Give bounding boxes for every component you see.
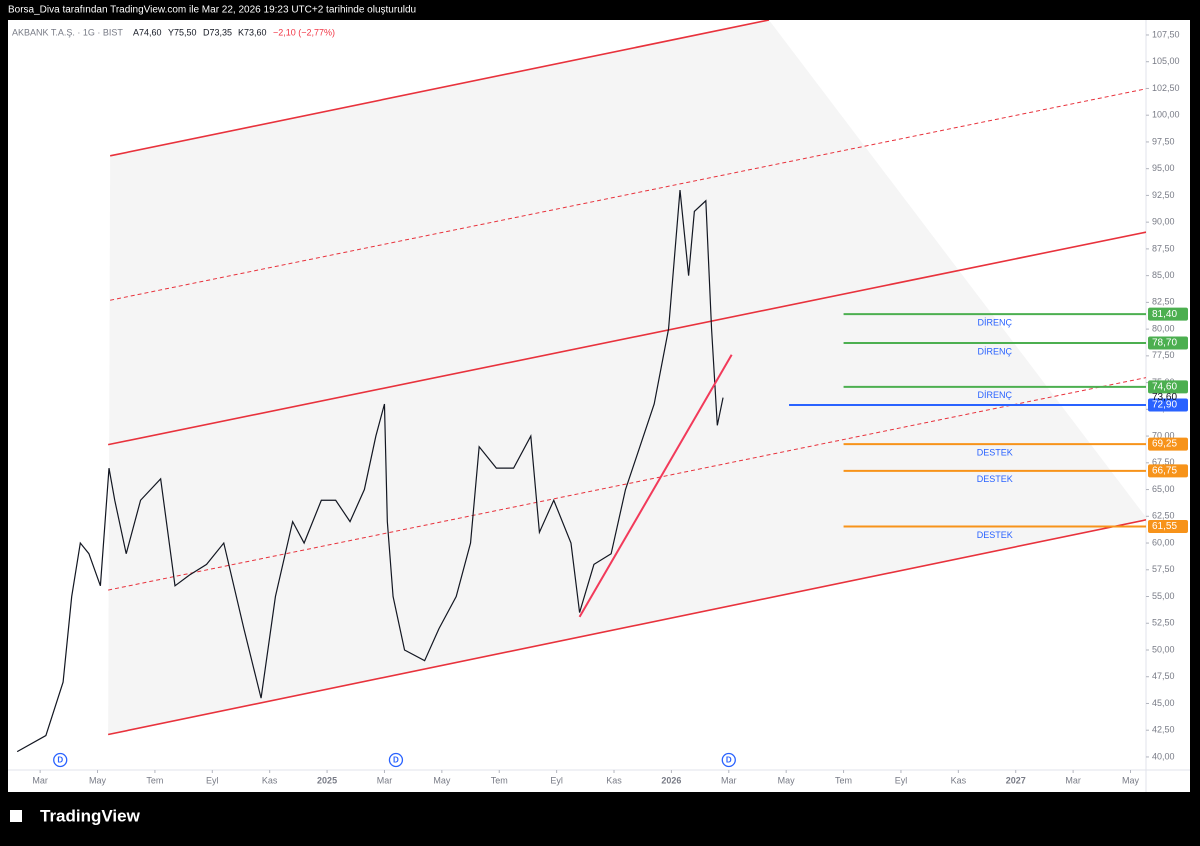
logo-text: TradingView	[40, 806, 141, 825]
change: −2,10 (−2,77%)	[273, 27, 335, 37]
x-tick-label: May	[433, 775, 451, 785]
level-name: DESTEK	[977, 530, 1013, 540]
last-price-label: 73,60	[1152, 392, 1177, 403]
price-tag-label: 81,40	[1152, 309, 1177, 320]
y-tick-label: 80,00	[1152, 323, 1175, 333]
price-tag	[1148, 307, 1188, 321]
price-tag-label: 66,75	[1152, 465, 1177, 476]
channel-line	[107, 519, 1146, 736]
level-name: DİRENÇ	[978, 390, 1013, 400]
channel-line	[110, 88, 1146, 301]
logo-mark	[10, 810, 22, 822]
price-tag	[1148, 464, 1188, 478]
price-line	[16, 190, 724, 753]
y-tick-label: 87,50	[1152, 243, 1175, 253]
x-tick-label: May	[1122, 775, 1140, 785]
y-tick-label: 85,00	[1152, 270, 1175, 280]
y-tick-label: 92,50	[1152, 190, 1175, 200]
y-tick-label: 82,50	[1152, 297, 1175, 307]
y-tick-label: 52,50	[1152, 618, 1175, 628]
y-tick-label: 62,50	[1152, 511, 1175, 521]
x-tick-label: Kas	[606, 775, 622, 785]
level-name: DESTEK	[977, 447, 1013, 457]
price-tag-label: 74,60	[1152, 382, 1177, 393]
y-tick-label: 45,00	[1152, 698, 1175, 708]
price-tag	[1148, 380, 1188, 394]
channel-line	[107, 231, 1146, 446]
y-tick-label: 42,50	[1152, 725, 1175, 735]
x-tick-label: Eyl	[206, 775, 219, 785]
symbol: AKBANK T.A.Ş. · 1G · BIST	[12, 27, 123, 37]
price-tag-label: 69,25	[1152, 439, 1177, 450]
dividend-label: D	[57, 756, 63, 765]
y-tick-label: 100,00	[1152, 110, 1180, 120]
ohlc-high: Y75,50	[168, 27, 197, 37]
legend: AKBANK T.A.Ş. · 1G · BIST A74,60 Y75,50 …	[12, 27, 335, 37]
y-tick-label: 97,50	[1152, 136, 1175, 146]
price-tag	[1148, 398, 1188, 412]
dividend-label: D	[393, 756, 399, 765]
header: Borsa_Diva tarafından TradingView.com il…	[8, 5, 416, 16]
price-tag-label: 78,70	[1152, 338, 1177, 349]
x-tick-label: Kas	[262, 775, 278, 785]
logo: TradingView	[10, 806, 141, 825]
trendline	[578, 354, 733, 618]
y-tick-label: 105,00	[1152, 56, 1180, 66]
x-tick-label: Eyl	[895, 775, 908, 785]
y-tick-label: 57,50	[1152, 564, 1175, 574]
y-tick-label: 50,00	[1152, 644, 1175, 654]
x-tick-label: May	[778, 775, 796, 785]
x-tick-label: Tem	[835, 775, 852, 785]
y-tick-label: 47,50	[1152, 671, 1175, 681]
level-name: DİRENÇ	[978, 346, 1013, 356]
channel-fill	[108, 20, 1146, 735]
y-tick-label: 77,50	[1152, 350, 1175, 360]
price-tag	[1148, 519, 1188, 533]
x-tick-label: Mar	[721, 775, 737, 785]
x-tick-label: Tem	[146, 775, 163, 785]
y-tick-label: 60,00	[1152, 537, 1175, 547]
ohlc-low: D73,35	[203, 27, 232, 37]
y-tick-label: 107,50	[1152, 29, 1180, 39]
dividend-label: D	[726, 756, 732, 765]
y-tick-label: 90,00	[1152, 217, 1175, 227]
y-tick-label: 55,00	[1152, 591, 1175, 601]
dividend-marker	[721, 752, 736, 768]
price-tag-label: 72,90	[1152, 400, 1177, 411]
x-tick-label: 2025	[317, 775, 337, 785]
x-tick-label: May	[89, 775, 107, 785]
x-tick-label: Mar	[32, 775, 48, 785]
y-tick-label: 67,50	[1152, 457, 1175, 467]
price-tag	[1148, 336, 1188, 350]
ohlc-open: A74,60	[133, 27, 162, 37]
x-tick-label: Eyl	[550, 775, 563, 785]
x-tick-label: 2027	[1006, 775, 1026, 785]
y-tick-label: 65,00	[1152, 484, 1175, 494]
channel-line	[108, 377, 1146, 591]
level-name: DİRENÇ	[978, 318, 1013, 328]
level-name: DESTEK	[977, 474, 1013, 484]
x-tick-label: 2026	[661, 775, 681, 785]
channel-line	[109, 20, 770, 157]
dividend-marker	[53, 752, 68, 768]
y-tick-label: 70,00	[1152, 430, 1175, 440]
x-tick-label: Mar	[377, 775, 393, 785]
x-tick-label: Kas	[951, 775, 967, 785]
ohlc-close: K73,60	[238, 27, 267, 37]
x-tick-label: Tem	[491, 775, 508, 785]
price-tag	[1148, 437, 1188, 451]
x-tick-label: Mar	[1065, 775, 1081, 785]
y-tick-label: 95,00	[1152, 163, 1175, 173]
y-tick-label: 102,50	[1152, 83, 1180, 93]
y-tick-label: 40,00	[1152, 751, 1175, 761]
price-tag-label: 61,55	[1152, 521, 1177, 532]
plot: DİRENÇ DİRENÇ DİRENÇ DESTEK DESTEK DESTEK D D D	[16, 20, 1146, 768]
dividend-marker	[388, 752, 404, 768]
axes: 40,00 42,50 45,00 47,50 50,00 52,50 55,00 57,50…	[32, 29, 1188, 785]
